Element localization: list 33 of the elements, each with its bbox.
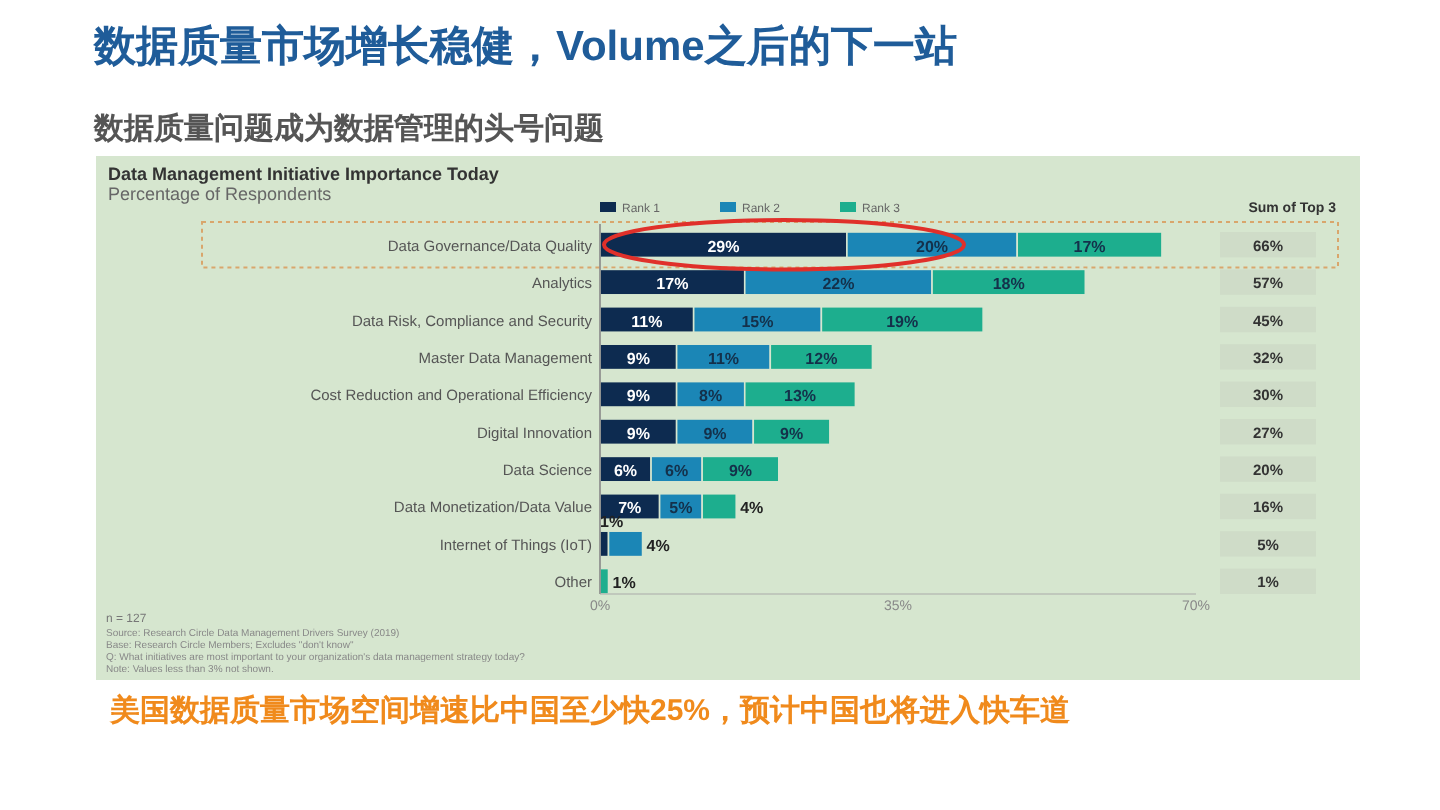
data-label: 9% xyxy=(626,387,650,406)
data-label: 6% xyxy=(665,462,689,481)
data-label: 5% xyxy=(669,499,693,518)
chart-title: 数据质量市场增长稳健，Volume之后的下一站 xyxy=(92,22,957,70)
data-label: 4% xyxy=(646,536,670,555)
data-label: 9% xyxy=(703,424,727,443)
bar xyxy=(607,530,644,558)
text: Percentage of Respondents xyxy=(108,184,333,204)
data-label: 4% xyxy=(740,499,764,518)
data-label: 6% xyxy=(613,462,638,481)
data-label: 22% xyxy=(822,275,855,294)
data-label: 9% xyxy=(728,462,753,481)
data-label: 15% xyxy=(741,312,774,331)
data-label: 9% xyxy=(626,424,650,443)
text: 美国数据质量市场空间增速比中国至少快25%，预计中国也将进入快车道 xyxy=(108,692,1073,728)
data-label: 13% xyxy=(784,387,817,406)
data-label: 11% xyxy=(707,349,740,368)
data-label: 11% xyxy=(631,312,663,331)
data-label: 1% xyxy=(612,574,636,593)
data-label: 8% xyxy=(699,387,723,406)
data-label: 9% xyxy=(626,349,650,368)
text: 数据质量问题成为数据管理的头号问题 xyxy=(92,112,604,146)
data-label: 17% xyxy=(1073,237,1106,256)
data-label: 12% xyxy=(805,349,838,368)
data-label: 18% xyxy=(992,275,1025,294)
data-label: 1% xyxy=(600,513,624,532)
text: Data Management Initiative Importance Today xyxy=(108,164,499,184)
data-label: 17% xyxy=(656,275,689,294)
data-label: 7% xyxy=(618,499,642,518)
data-label: 20% xyxy=(916,237,949,256)
data-label: 19% xyxy=(886,312,919,331)
data-label: 29% xyxy=(707,237,740,256)
data-label: 9% xyxy=(780,424,804,443)
